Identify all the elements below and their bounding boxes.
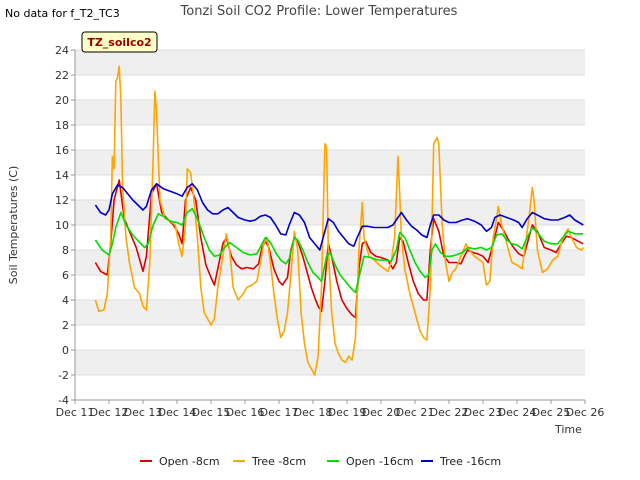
y-tick-label: 6 — [62, 269, 69, 282]
y-axis-title: Soil Temperatures (C) — [7, 166, 20, 285]
plot-band — [75, 100, 585, 125]
x-tick-label: Dec 26 — [566, 406, 605, 419]
legend-label-tree-8cm: Tree -8cm — [251, 455, 306, 468]
x-tick-label: Dec 12 — [90, 406, 129, 419]
x-tick-label: Dec 18 — [294, 406, 333, 419]
site-badge-box — [81, 31, 158, 53]
y-tick-label: 10 — [55, 219, 69, 232]
legend-label-tree-16cm: Tree -16cm — [439, 455, 501, 468]
legend-label-open-8cm: Open -8cm — [159, 455, 220, 468]
x-tick-label: Dec 23 — [464, 406, 503, 419]
series-line-tree-16cm — [94, 183, 584, 251]
legend: Open -8cm Tree -8cm Open -16cm Tree -16cm — [140, 455, 501, 468]
y-tick-label: 12 — [55, 194, 69, 207]
y-tick-label: -2 — [58, 369, 69, 382]
plot-band — [75, 350, 585, 375]
y-tick-label: 8 — [62, 244, 69, 257]
y-tick-label: 22 — [55, 69, 69, 82]
site-badge: TZ_soilco2 — [81, 31, 158, 53]
plot-band — [75, 300, 585, 325]
x-tick-label: Dec 25 — [532, 406, 571, 419]
x-tick-label: Dec 21 — [396, 406, 435, 419]
y-tick-label: 20 — [55, 94, 69, 107]
series-line-tree-8cm — [94, 65, 584, 376]
x-tick-label: Dec 13 — [124, 406, 163, 419]
y-tick-label: 14 — [55, 169, 69, 182]
y-tick-label: 24 — [55, 44, 69, 57]
x-axis-title: Time — [554, 423, 582, 436]
x-tick-label: Dec 20 — [362, 406, 401, 419]
x-tick-label: Dec 11 — [56, 406, 95, 419]
y-tick-label: -4 — [58, 394, 69, 407]
site-badge-label: TZ_soilco2 — [87, 36, 151, 49]
x-tick-label: Dec 22 — [430, 406, 469, 419]
series-line-open-16cm — [94, 207, 584, 294]
x-tick-label: Dec 16 — [226, 406, 265, 419]
x-tick-label: Dec 14 — [158, 406, 197, 419]
x-tick-label: Dec 19 — [328, 406, 367, 419]
y-tick-label: 0 — [62, 344, 69, 357]
plot-band — [75, 50, 585, 75]
series-layer — [94, 65, 584, 376]
chart-title: Tonzi Soil CO2 Profile: Lower Temperatur… — [180, 4, 458, 19]
x-tick-label: Dec 24 — [498, 406, 537, 419]
legend-label-open-16cm: Open -16cm — [346, 455, 414, 468]
y-tick-label: 18 — [55, 119, 69, 132]
y-tick-label: 16 — [55, 144, 69, 157]
x-tick-label: Dec 15 — [192, 406, 231, 419]
plot-band — [75, 150, 585, 175]
x-tick-label: Dec 17 — [260, 406, 299, 419]
y-tick-label: 4 — [62, 294, 69, 307]
y-tick-label: 2 — [62, 319, 69, 332]
no-data-note: No data for f_T2_TC3 — [5, 7, 120, 20]
